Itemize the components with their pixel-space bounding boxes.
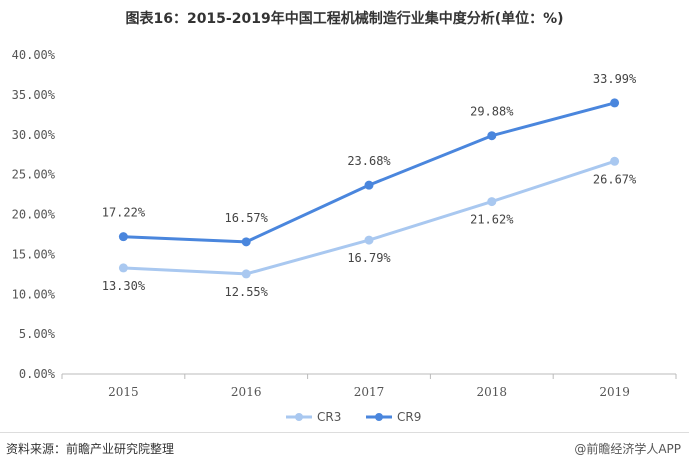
y-tick-label: 10.00%: [12, 287, 56, 301]
y-tick-label: 25.00%: [12, 168, 56, 182]
data-label-cr3: 16.79%: [347, 251, 391, 265]
footer-divider: [0, 432, 689, 433]
series-line-cr9: [121, 101, 617, 244]
data-label-cr3: 13.30%: [102, 279, 146, 293]
data-point-cr9: [118, 232, 128, 242]
data-point-cr9: [610, 98, 620, 108]
data-point-cr9: [364, 180, 374, 190]
y-tick-label: 0.00%: [19, 367, 56, 381]
data-point-cr3: [610, 156, 620, 166]
series-layer: [118, 98, 620, 279]
data-label-cr3: 21.62%: [470, 213, 514, 227]
data-label-cr9: 16.57%: [225, 211, 269, 225]
line-chart: 0.00% 5.00% 10.00% 15.00% 20.00% 25.00% 30.00%…: [12, 48, 677, 424]
legend-label-cr9: CR9: [397, 410, 421, 424]
x-axis: 2015 2016 2017 2018 2019: [61, 373, 677, 399]
data-point-cr3: [487, 197, 497, 207]
data-point-cr9: [487, 131, 497, 141]
legend-label-cr3: CR3: [317, 410, 341, 424]
y-tick-label: 20.00%: [12, 208, 56, 222]
legend: CR3 CR9: [286, 410, 421, 424]
data-label-cr9: 29.88%: [470, 105, 514, 119]
x-tick-label: 2017: [354, 385, 385, 399]
x-tick-label: 2019: [599, 385, 630, 399]
legend-marker-cr3: [295, 413, 303, 421]
data-point-cr3: [241, 269, 251, 279]
x-tick-label: 2018: [477, 385, 508, 399]
legend-marker-cr9: [375, 413, 383, 421]
y-tick-label: 40.00%: [12, 48, 56, 62]
data-point-cr3: [118, 263, 128, 273]
y-tick-label: 15.00%: [12, 247, 56, 261]
brand-credit: @前瞻经济学人APP: [574, 442, 681, 456]
y-tick-label: 35.00%: [12, 88, 56, 102]
y-tick-label: 5.00%: [19, 327, 56, 341]
data-label-cr9: 33.99%: [593, 72, 637, 86]
x-tick-label: 2015: [108, 385, 139, 399]
y-axis: 0.00% 5.00% 10.00% 15.00% 20.00% 25.00% 30.00%…: [12, 48, 56, 381]
source-note: 资料来源：前瞻产业研究院整理: [6, 442, 175, 456]
data-label-cr9: 17.22%: [102, 206, 146, 220]
data-labels: 13.30% 12.55% 16.79% 21.62% 26.67% 17.22% 16.5…: [102, 72, 637, 299]
data-label-cr3: 12.55%: [225, 285, 269, 299]
data-point-cr3: [364, 235, 374, 245]
data-label-cr9: 23.68%: [347, 154, 391, 168]
x-tick-label: 2016: [231, 385, 262, 399]
data-label-cr3: 26.67%: [593, 172, 637, 186]
data-point-cr9: [241, 237, 251, 247]
chart-title: 图表16：2015-2019年中国工程机械制造行业集中度分析(单位：%): [125, 11, 564, 27]
y-tick-label: 30.00%: [12, 128, 56, 142]
